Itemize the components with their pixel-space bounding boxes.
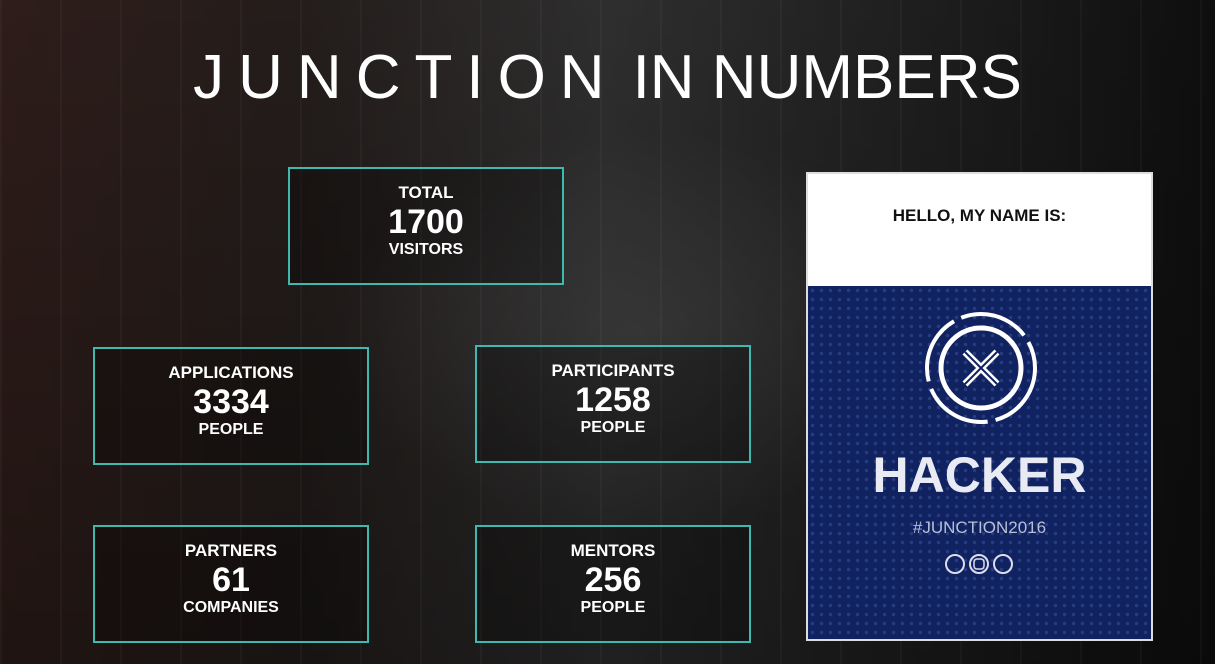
stat-unit: PEOPLE <box>477 419 749 437</box>
name-badge: HELLO, MY NAME IS: HACKER #JUNCTION2016 <box>806 172 1153 641</box>
stat-value: 1700 <box>290 203 562 241</box>
stat-unit: PEOPLE <box>477 599 749 617</box>
badge-role: HACKER <box>808 446 1151 504</box>
stat-value: 256 <box>477 561 749 599</box>
badge-greeting: HELLO, MY NAME IS: <box>808 174 1151 226</box>
brand: JUNCTION <box>193 43 618 112</box>
stat-unit: VISITORS <box>290 241 562 259</box>
social-icons <box>941 552 1021 576</box>
stat-unit: COMPANIES <box>95 599 367 617</box>
badge-hashtag: #JUNCTION2016 <box>808 518 1151 538</box>
title-rest: IN NUMBERS <box>633 43 1022 112</box>
stat-unit: PEOPLE <box>95 421 367 439</box>
stat-label: PARTICIPANTS <box>477 361 749 381</box>
badge-bottom: HACKER #JUNCTION2016 <box>808 286 1151 639</box>
stat-label: APPLICATIONS <box>95 363 367 383</box>
stat-value: 3334 <box>95 383 367 421</box>
stat-label: PARTNERS <box>95 541 367 561</box>
slide: JUNCTIONIN NUMBERS TOTAL1700VISITORS APPL… <box>0 0 1215 664</box>
logo <box>921 308 1041 428</box>
stat-value: 1258 <box>477 381 749 419</box>
stat-label: TOTAL <box>290 183 562 203</box>
stat-value: 61 <box>95 561 367 599</box>
badge-top: HELLO, MY NAME IS: <box>808 174 1151 286</box>
stat-label: MENTORS <box>477 541 749 561</box>
